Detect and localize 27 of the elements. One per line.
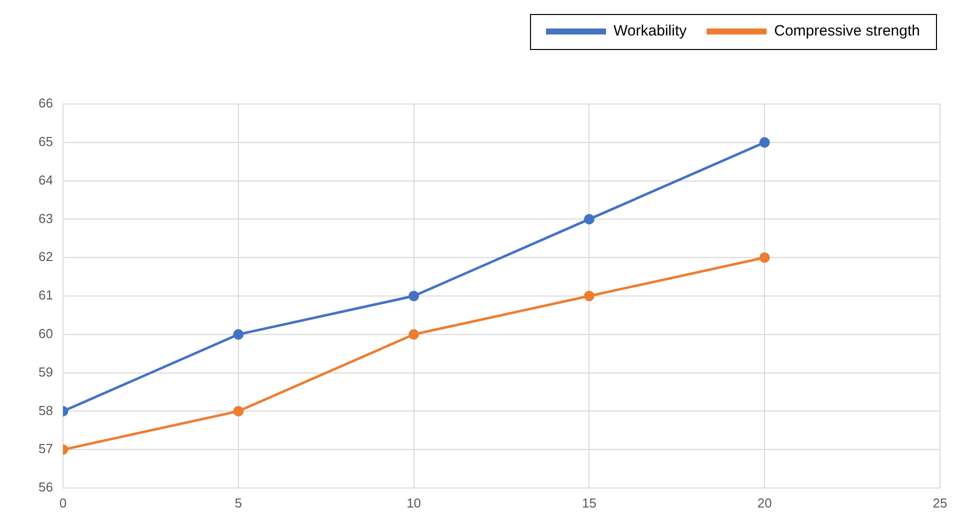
y-tick-label: 63: [38, 210, 53, 226]
y-tick-label: 65: [38, 134, 53, 149]
point: [759, 252, 770, 263]
y-tick-label: 66: [38, 96, 53, 111]
point: [759, 137, 770, 148]
y-tick-label: 59: [38, 364, 53, 380]
point: [408, 290, 420, 302]
y-tick-label: 58: [38, 402, 53, 418]
x-tick-label: 0: [59, 495, 67, 510]
x-tick-label: 5: [234, 495, 242, 510]
legend-label: Compressive strength: [774, 22, 920, 40]
y-tick-label: 57: [38, 441, 53, 456]
point: [584, 290, 594, 302]
point: [233, 329, 244, 340]
y-tick-label: 64: [38, 172, 53, 188]
point: [584, 214, 594, 224]
x-tick-label: 10: [406, 495, 422, 510]
x-tick-label: 20: [757, 495, 772, 510]
point: [408, 329, 420, 340]
y-tick-label: 61: [38, 288, 53, 303]
x-tick-label: 15: [582, 495, 596, 510]
y-tick-label: 62: [38, 249, 53, 264]
y-tick-label: 60: [38, 326, 53, 341]
y-tick-label: 56: [38, 480, 53, 495]
x-tick-label: 25: [932, 495, 948, 510]
point: [233, 406, 244, 416]
legend-label: Workability: [614, 22, 688, 40]
